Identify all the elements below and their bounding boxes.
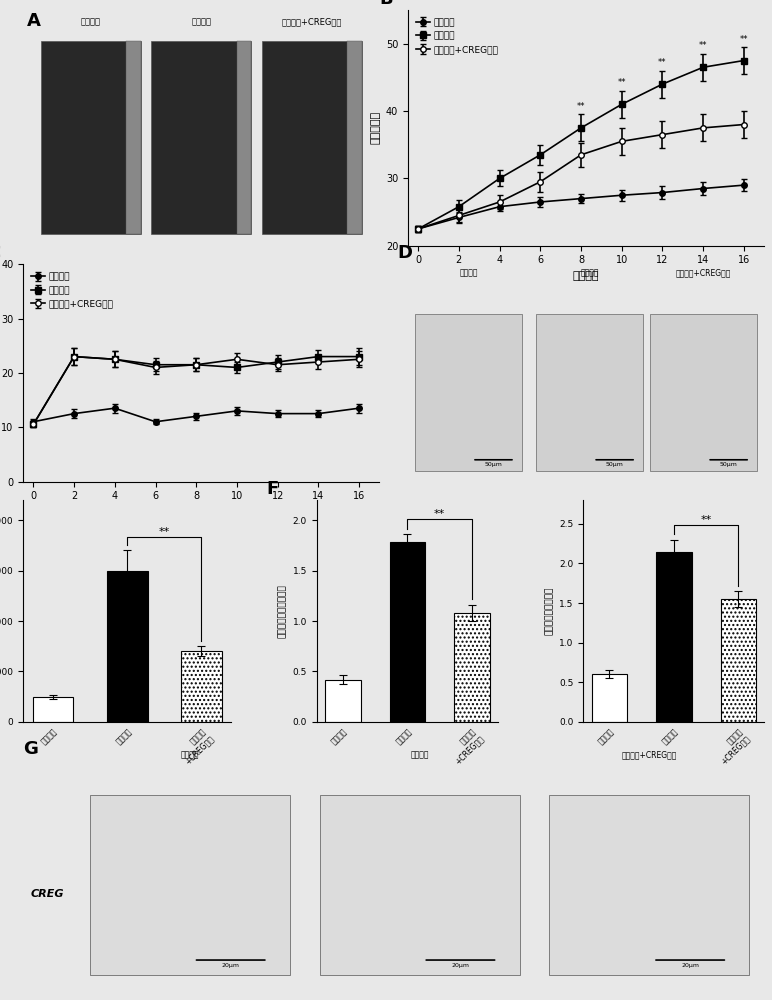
Text: C: C xyxy=(0,244,1,262)
Text: 50μm: 50μm xyxy=(606,462,624,467)
Bar xyxy=(550,795,750,975)
Bar xyxy=(415,314,522,471)
Text: 20μm: 20μm xyxy=(222,963,239,968)
Bar xyxy=(325,680,361,722)
Text: 正常喜养: 正常喜养 xyxy=(81,17,101,26)
Text: **: ** xyxy=(159,527,170,537)
Text: 高脂喜养+CREG蛋白: 高脂喜养+CREG蛋白 xyxy=(282,17,342,26)
Bar xyxy=(347,41,361,234)
Bar xyxy=(720,599,756,722)
Bar xyxy=(320,795,520,975)
Text: **: ** xyxy=(700,515,712,525)
Text: 50μm: 50μm xyxy=(485,462,503,467)
Text: 20μm: 20μm xyxy=(452,963,469,968)
Text: **: ** xyxy=(740,35,748,44)
Text: 20μm: 20μm xyxy=(681,963,699,968)
Bar xyxy=(151,41,251,234)
Bar xyxy=(90,795,290,975)
Text: 50μm: 50μm xyxy=(720,462,737,467)
Bar xyxy=(181,651,222,722)
Text: G: G xyxy=(23,740,38,758)
Y-axis label: 腔肠沟脂肪重量（克）: 腔肠沟脂肪重量（克） xyxy=(278,584,287,638)
Bar xyxy=(390,542,425,722)
Bar xyxy=(650,314,757,471)
Bar xyxy=(107,571,147,722)
Legend: 正常喜养, 高脂喜养, 高脂喜养+CREG蛋白: 正常喜养, 高脂喜养, 高脂喜养+CREG蛋白 xyxy=(28,269,117,312)
Bar xyxy=(537,314,643,471)
Legend: 正常喜养, 高脂喜养, 高脂喜养+CREG蛋白: 正常喜养, 高脂喜养, 高脂喜养+CREG蛋白 xyxy=(412,15,502,58)
Bar xyxy=(591,674,627,722)
Bar xyxy=(656,552,692,722)
Text: 高脂喜养+CREG蛋白: 高脂喜养+CREG蛋白 xyxy=(676,269,731,278)
Y-axis label: 附睾脂肪重量（克）: 附睾脂肪重量（克） xyxy=(544,587,554,635)
Text: 高脂喜养: 高脂喜养 xyxy=(581,269,599,278)
Text: **: ** xyxy=(434,509,445,519)
Text: D: D xyxy=(398,244,412,262)
Bar xyxy=(454,613,489,722)
Text: CREG: CREG xyxy=(31,889,64,899)
Text: 正常喜养: 正常喜养 xyxy=(181,750,199,759)
Text: B: B xyxy=(380,0,393,8)
Text: 高脂喜养: 高脂喜养 xyxy=(411,750,429,759)
Bar xyxy=(127,41,141,234)
Text: 正常喜养: 正常喜养 xyxy=(459,269,478,278)
Bar xyxy=(262,41,361,234)
Text: **: ** xyxy=(618,78,626,87)
Text: **: ** xyxy=(659,58,667,67)
Text: A: A xyxy=(27,12,41,30)
Text: 高脂喜养+CREG蛋白: 高脂喜养+CREG蛋白 xyxy=(621,750,677,759)
X-axis label: 喜养周数: 喜养周数 xyxy=(188,507,215,517)
Bar xyxy=(237,41,251,234)
Text: F: F xyxy=(266,480,279,498)
Text: 高脂喜养: 高脂喜养 xyxy=(191,17,212,26)
Text: **: ** xyxy=(577,102,585,111)
X-axis label: 喜养周数: 喜养周数 xyxy=(573,271,599,281)
Bar xyxy=(41,41,141,234)
Bar xyxy=(32,697,73,722)
Text: **: ** xyxy=(699,41,707,50)
Y-axis label: 体重（克）: 体重（克） xyxy=(371,111,381,144)
